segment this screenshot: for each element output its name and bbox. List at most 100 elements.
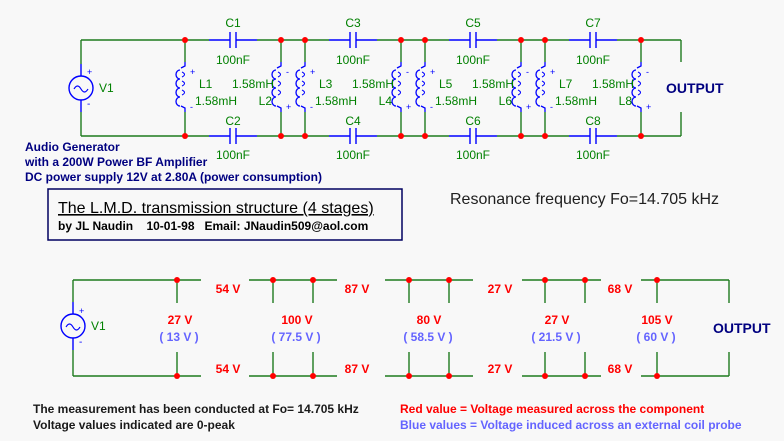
- node-dot: [542, 133, 548, 139]
- node-dot: [278, 37, 284, 43]
- stage-measured-voltage: 80 V: [417, 313, 442, 327]
- node-dot: [446, 373, 452, 379]
- polarity-mark: -: [190, 102, 193, 112]
- inductor-core: [301, 71, 305, 96]
- capacitor-voltage: 27 V: [488, 362, 513, 376]
- node-dot: [582, 277, 588, 283]
- capacitor-value: 100nF: [216, 148, 250, 162]
- capacitor-name: C1: [225, 16, 241, 30]
- inductor-value: 1.58mH: [592, 77, 634, 91]
- stage-probe-voltage: ( 77.5 V ): [271, 330, 320, 344]
- node-dot: [406, 277, 412, 283]
- node-dot: [654, 277, 660, 283]
- top-source-plus: +: [87, 67, 92, 77]
- ac-source-icon: [68, 75, 94, 101]
- node-dot: [174, 277, 180, 283]
- capacitor-name: C4: [345, 114, 361, 128]
- node-dot: [422, 133, 428, 139]
- diagram-title: The L.M.D. transmission structure (4 sta…: [58, 200, 374, 217]
- stage-probe-voltage: ( 58.5 V ): [403, 330, 452, 344]
- node-dot: [270, 373, 276, 379]
- capacitor-name: C2: [225, 114, 241, 128]
- inductor-value: 1.58mH: [555, 94, 597, 108]
- node-dot: [174, 373, 180, 379]
- bottom-source-plus: +: [79, 306, 84, 316]
- inductor-name: L3: [319, 77, 333, 91]
- node-dot: [638, 37, 644, 43]
- inductor-core: [277, 71, 281, 96]
- stage-measured-voltage: 100 V: [281, 313, 312, 327]
- inductor-value: 1.58mH: [435, 94, 477, 108]
- inductor-core: [397, 71, 401, 96]
- polarity-mark: -: [406, 67, 409, 77]
- top-output-label: OUTPUT: [666, 80, 724, 96]
- inductor-core: [421, 71, 425, 96]
- stage-probe-voltage: ( 13 V ): [159, 330, 198, 344]
- capacitor-name: C6: [465, 114, 481, 128]
- inductor-coil-icon: [271, 62, 282, 112]
- inductor-name: L4: [379, 94, 393, 108]
- polarity-mark: -: [526, 67, 529, 77]
- sine-wave-icon: [65, 323, 81, 331]
- top-source-label: V1: [99, 81, 114, 95]
- inductor-name: L6: [499, 94, 513, 108]
- polarity-mark: +: [190, 67, 195, 77]
- stage-probe-voltage: ( 60 V ): [636, 330, 675, 344]
- node-dot: [302, 133, 308, 139]
- node-dot: [398, 37, 404, 43]
- node-dot: [542, 277, 548, 283]
- byline: by JL Naudin 10-01-98 Email: JNaudin509@…: [58, 219, 368, 233]
- capacitor-name: C3: [345, 16, 361, 30]
- capacitor-name: C5: [465, 16, 481, 30]
- node-dot: [182, 37, 188, 43]
- polarity-mark: -: [646, 67, 649, 77]
- inductor-value: 1.58mH: [472, 77, 514, 91]
- polarity-mark: -: [310, 102, 313, 112]
- top-component-labels: C1100nFC2100nFL11.58mH1.58mHL2C3100nFC41…: [195, 16, 634, 162]
- node-dot: [542, 37, 548, 43]
- inductor-name: L2: [259, 94, 273, 108]
- node-dot: [278, 133, 284, 139]
- polarity-mark: -: [430, 102, 433, 112]
- inductor-name: L7: [559, 77, 573, 91]
- note-line: The measurement has been conducted at Fo…: [33, 402, 359, 416]
- node-dot: [310, 373, 316, 379]
- capacitor-name: C7: [585, 16, 601, 30]
- node-dot: [638, 133, 644, 139]
- source-description-line: DC power supply 12V at 2.80A (power cons…: [25, 170, 322, 184]
- source-description-line: Audio Generator: [25, 140, 120, 154]
- bottom-source-label: V1: [91, 319, 106, 333]
- node-dot: [406, 373, 412, 379]
- node-dot: [518, 37, 524, 43]
- ac-source-icon: [60, 313, 86, 339]
- inductor-value: 1.58mH: [352, 77, 394, 91]
- inductor-value: 1.58mH: [315, 94, 357, 108]
- capacitor-value: 100nF: [576, 53, 610, 67]
- inductor-coil-icon: [535, 62, 546, 112]
- node-dot: [582, 373, 588, 379]
- polarity-mark: +: [406, 102, 411, 112]
- stage-probe-voltage: ( 21.5 V ): [531, 330, 580, 344]
- polarity-mark: +: [526, 102, 531, 112]
- polarity-mark: +: [646, 102, 651, 112]
- inductor-coil-icon: [391, 62, 402, 112]
- polarity-mark: +: [550, 67, 555, 77]
- stage-measured-voltage: 27 V: [168, 313, 193, 327]
- capacitor-voltage: 68 V: [608, 362, 633, 376]
- note-line: Voltage values indicated are 0-peak: [33, 418, 235, 432]
- legend-blue: Blue values = Voltage induced across an …: [400, 418, 742, 432]
- inductor-value: 1.58mH: [195, 94, 237, 108]
- inductor-coil-icon: [415, 62, 426, 112]
- node-dot: [398, 133, 404, 139]
- capacitor-voltage: 68 V: [608, 282, 633, 296]
- source-description-line: with a 200W Power BF Amplifier: [24, 155, 208, 169]
- stage-measured-voltage: 105 V: [641, 313, 672, 327]
- polarity-mark: +: [286, 102, 291, 112]
- legend-red: Red value = Voltage measured across the …: [400, 402, 704, 416]
- inductor-core: [517, 71, 521, 96]
- inductor-coil-icon: [631, 62, 642, 112]
- capacitor-voltage: 87 V: [345, 282, 370, 296]
- capacitor-voltage: 54 V: [216, 362, 241, 376]
- inductor-name: L8: [619, 94, 633, 108]
